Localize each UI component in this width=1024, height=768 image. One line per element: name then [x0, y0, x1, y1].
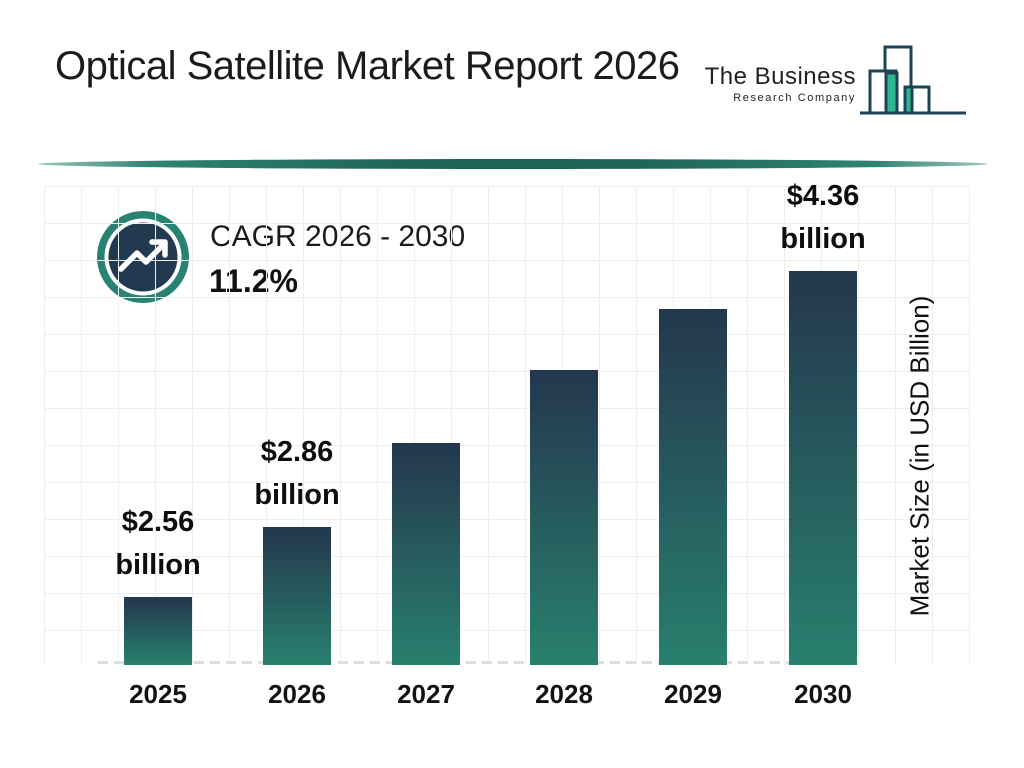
- bar-value-label-2026: $2.86 billion: [254, 436, 340, 511]
- x-axis-label-2027: 2027: [397, 679, 455, 709]
- divider-swoosh: [38, 159, 988, 169]
- x-axis-label-2030: 2030: [794, 679, 852, 709]
- bar-2028: [530, 370, 598, 665]
- company-logo: The Business Research Company: [705, 33, 968, 123]
- logo-company-name: The Business: [704, 63, 856, 90]
- y-axis-label: Market Size (in USD Billion): [904, 295, 935, 617]
- x-axis-label-2029: 2029: [664, 679, 722, 709]
- bar-2025: [124, 597, 192, 665]
- logo-company-subtitle: Research Company: [733, 92, 856, 104]
- logo-text: The Business Research Company: [705, 63, 856, 104]
- bar-2030: [789, 271, 857, 665]
- bar-value-label-2030: $4.36 billion: [780, 180, 866, 255]
- x-axis-baseline: [98, 661, 858, 664]
- bar-2027: [392, 443, 460, 665]
- x-axis-label-2025: 2025: [129, 679, 187, 709]
- bar-value-label-2025: $2.56 billion: [115, 506, 201, 581]
- page-title: Optical Satellite Market Report 2026: [55, 44, 680, 88]
- logo-bar-chart-icon: [860, 45, 966, 115]
- bar-2029: [659, 309, 727, 665]
- bar-2026: [263, 527, 331, 665]
- x-axis-label-2028: 2028: [535, 679, 593, 709]
- x-axis-label-2026: 2026: [268, 679, 326, 709]
